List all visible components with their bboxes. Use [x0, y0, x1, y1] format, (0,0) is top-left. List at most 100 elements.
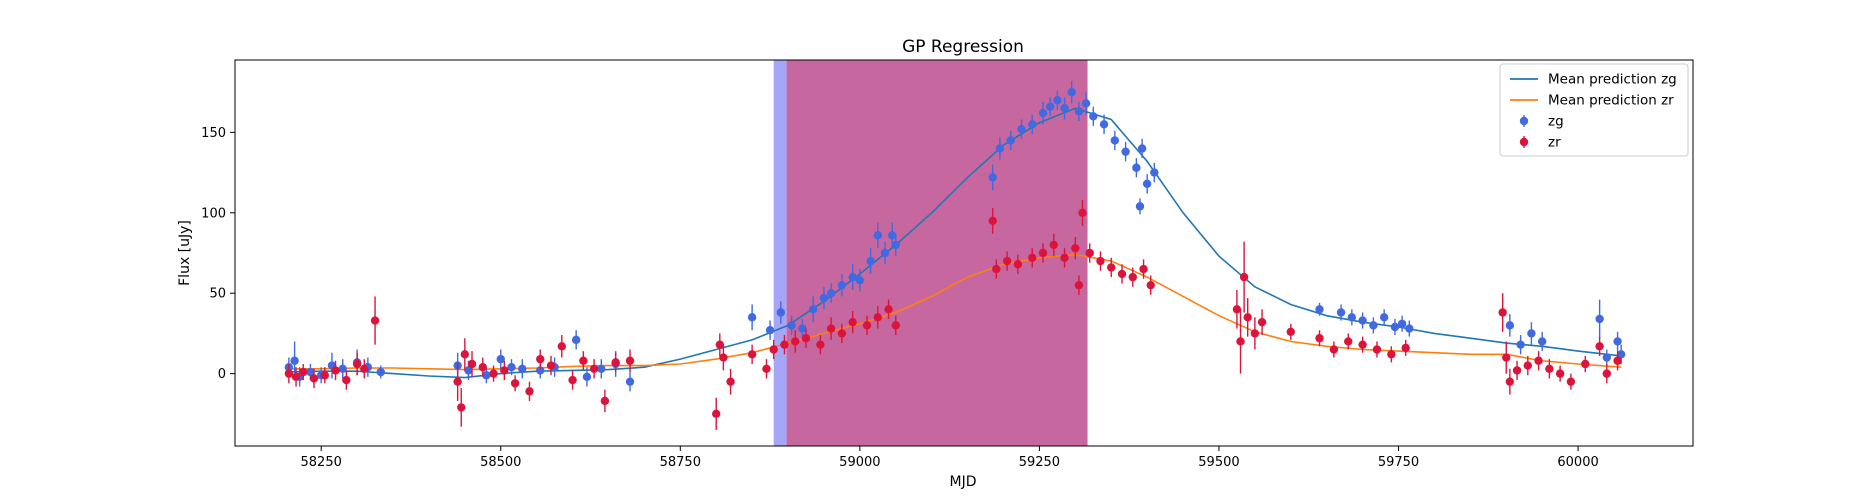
data-point-zr — [1250, 329, 1260, 338]
data-point-zr — [719, 353, 728, 362]
data-point-zg — [866, 256, 875, 266]
data-point-zr — [715, 340, 725, 349]
data-point-zr — [769, 345, 778, 354]
data-point-zr — [453, 377, 462, 386]
data-point-zr — [862, 321, 872, 330]
y-tick-label: 100 — [201, 206, 226, 221]
data-point-zr — [1239, 272, 1249, 282]
x-tick-label: 59000 — [839, 455, 880, 470]
y-tick-label: 150 — [201, 126, 226, 141]
x-tick-label: 59750 — [1378, 455, 1419, 470]
data-point-zr — [291, 372, 301, 382]
x-tick-label: 58500 — [480, 455, 521, 470]
data-point-zg — [1067, 87, 1076, 97]
data-point-zg — [1397, 319, 1407, 328]
data-point-zg — [1060, 104, 1069, 113]
data-point-zr — [1602, 369, 1612, 378]
data-point-zg — [1045, 102, 1055, 111]
data-point-zr — [1257, 317, 1267, 327]
data-point-zr — [557, 342, 566, 351]
data-point-zr — [726, 377, 735, 386]
data-point-zg — [1089, 112, 1098, 121]
y-tick-label: 50 — [209, 287, 226, 302]
legend-entry-label: Mean prediction zg — [1548, 72, 1677, 88]
data-point-zr — [1498, 308, 1507, 317]
data-point-zg — [1616, 350, 1626, 359]
data-point-zr — [536, 354, 545, 364]
data-point-zr — [546, 361, 556, 370]
data-point-zr — [1387, 350, 1396, 359]
legend-entry-label: zr — [1548, 135, 1561, 151]
data-point-zg — [1006, 136, 1015, 145]
data-point-zr — [1074, 280, 1084, 290]
data-point-zr — [1534, 356, 1543, 365]
data-point-zg — [1074, 107, 1084, 116]
legend-point-marker — [1519, 137, 1529, 147]
data-point-zr — [1595, 342, 1604, 351]
data-point-zr — [780, 340, 789, 349]
data-point-zr — [1038, 248, 1048, 258]
data-point-zr — [568, 375, 577, 385]
data-point-zr — [873, 313, 883, 322]
data-point-zg — [1405, 324, 1414, 333]
y-axis: 0 50 100 150 — [201, 126, 235, 382]
data-point-zr — [1107, 263, 1116, 272]
data-point-zg — [1028, 120, 1037, 129]
data-point-zr — [1545, 364, 1554, 373]
data-point-zg — [1390, 322, 1400, 332]
data-point-zr — [1139, 264, 1148, 274]
data-point-zg — [582, 372, 592, 382]
data-point-zr — [1002, 256, 1012, 266]
data-point-zr — [1329, 345, 1339, 354]
data-point-zg — [625, 377, 635, 386]
data-point-zr — [1013, 260, 1023, 269]
data-point-zr — [1243, 313, 1252, 322]
data-point-zr — [309, 374, 319, 383]
data-point-zg — [536, 366, 545, 375]
data-point-zg — [1132, 163, 1141, 172]
data-point-zr — [579, 356, 588, 365]
data-point-zr — [1512, 366, 1522, 375]
data-point-zg — [747, 313, 757, 322]
data-point-zg — [597, 364, 606, 373]
data-point-zr — [370, 316, 380, 325]
data-point-zr — [1085, 248, 1094, 258]
data-point-zg — [306, 367, 315, 377]
data-point-zr — [747, 350, 757, 359]
legend-point-marker — [1519, 116, 1529, 126]
data-point-zg — [376, 367, 385, 377]
data-point-zr — [1236, 337, 1245, 346]
data-point-zg — [1017, 124, 1026, 134]
data-point-zr — [360, 364, 369, 373]
data-point-zr — [1505, 377, 1515, 386]
data-point-zr — [1232, 305, 1242, 314]
legend-box — [1499, 63, 1689, 157]
data-point-zr — [1071, 243, 1080, 253]
y-axis-label: Flux [uJy] — [177, 220, 193, 286]
data-point-zr — [320, 371, 329, 380]
x-tick-label: 59500 — [1198, 455, 1239, 470]
data-point-zg — [808, 305, 818, 314]
x-tick-label: 58250 — [301, 455, 342, 470]
data-point-zr — [510, 379, 520, 388]
data-point-zg — [1099, 120, 1109, 129]
data-point-zr — [884, 305, 893, 314]
data-point-zr — [762, 364, 771, 373]
data-point-zr — [500, 366, 509, 375]
x-axis: 58250 58500 58750 59000 59250 59500 59750 60000 — [301, 446, 1599, 470]
data-point-zg — [1336, 308, 1346, 317]
data-point-zg — [995, 144, 1005, 153]
data-point-zg — [1369, 321, 1378, 330]
data-point-zg — [787, 321, 796, 330]
legend-entry-label: zg — [1548, 114, 1564, 130]
data-point-zr — [331, 366, 340, 375]
data-point-zg — [837, 280, 847, 290]
data-point-zg — [1081, 99, 1091, 108]
data-point-zr — [801, 334, 811, 343]
data-point-zg — [826, 289, 836, 298]
data-point-zr — [457, 403, 466, 412]
data-point-zg — [1053, 96, 1062, 105]
data-point-zg — [873, 231, 883, 240]
data-point-zg — [571, 335, 581, 345]
data-point-zr — [611, 358, 620, 367]
